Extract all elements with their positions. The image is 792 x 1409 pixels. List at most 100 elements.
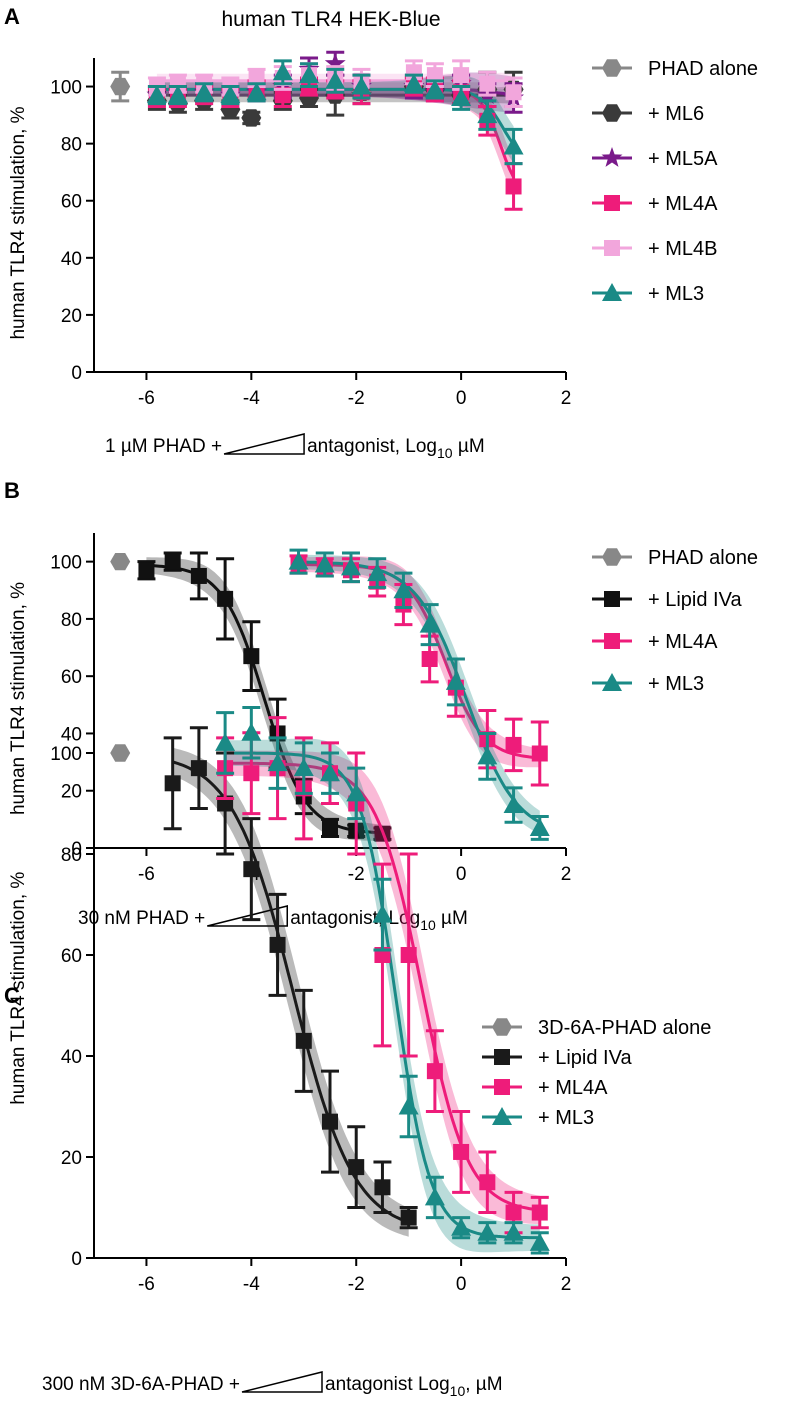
x-axis-label: 300 nM 3D-6A-PHAD +: [42, 1374, 240, 1395]
y-tick-label: 100: [50, 78, 82, 99]
y-tick-label: 0: [71, 363, 82, 384]
data-point: [267, 753, 288, 772]
data-point: [529, 817, 550, 836]
chart-title: human TLR4 HEK-Blue: [221, 8, 440, 31]
data-point: [246, 82, 267, 101]
data-point: [295, 1032, 312, 1049]
legend-label: + ML3: [648, 283, 704, 305]
series-group: [288, 548, 550, 841]
legend-marker: [602, 548, 622, 566]
x-label-subscript: 10: [420, 917, 436, 933]
legend-label: + ML4A: [648, 193, 718, 215]
y-tick-label: 40: [61, 724, 82, 745]
legend-marker: [492, 1107, 512, 1125]
y-tick-label: 80: [61, 610, 82, 631]
data-point: [453, 67, 470, 84]
data-point: [146, 85, 167, 104]
legend-marker: [604, 591, 620, 607]
data-point: [190, 567, 207, 584]
x-tick-label: -2: [348, 864, 365, 885]
x-tick-label: 2: [561, 864, 572, 885]
data-point: [477, 746, 498, 765]
legend-item: + ML4B: [592, 238, 717, 260]
y-tick-label: 60: [61, 667, 82, 688]
gradient-wedge-icon: [241, 1371, 323, 1393]
data-point: [424, 79, 445, 98]
data-point: [451, 1217, 472, 1236]
legend-item: + ML4A: [482, 1077, 608, 1099]
legend-item: + ML5A: [592, 147, 718, 170]
data-point: [322, 819, 338, 836]
legend-marker: [492, 1018, 512, 1036]
data-point: [503, 1222, 524, 1241]
data-point: [320, 763, 340, 782]
legend-label: PHAD alone: [648, 547, 758, 569]
data-point: [477, 105, 498, 124]
x-tick-label: 2: [561, 388, 572, 409]
legend-label: + ML5A: [648, 148, 718, 170]
data-point: [241, 722, 262, 741]
legend-item: + ML3: [592, 283, 704, 305]
legend-item: PHAD alone: [592, 547, 758, 569]
data-point: [479, 75, 496, 92]
panel-letter: C: [4, 983, 20, 1008]
x-label-suffix: antagonist, Log: [290, 908, 420, 929]
data-point: [505, 736, 522, 753]
confidence-band: [172, 747, 409, 1237]
legend-marker: [601, 147, 623, 167]
data-point: [194, 82, 215, 101]
data-point: [445, 671, 466, 690]
panel-letter: B: [4, 478, 20, 503]
confidence-band: [225, 750, 540, 1225]
legend-item: PHAD alone: [592, 58, 758, 80]
y-tick-label: 20: [61, 782, 82, 803]
data-point: [248, 69, 265, 86]
legend-item: + ML3: [592, 673, 704, 695]
y-tick-label: 100: [50, 744, 82, 765]
data-point: [293, 758, 314, 777]
data-point: [398, 1096, 419, 1115]
legend-marker: [604, 240, 620, 256]
data-point: [215, 732, 236, 751]
x-label-prefix: 30 nM PHAD +: [78, 908, 205, 929]
x-axis-label: 1 µM PHAD +: [105, 436, 222, 457]
data-point: [288, 551, 309, 570]
data-point: [110, 553, 131, 571]
data-point: [479, 1174, 496, 1191]
data-point: [421, 651, 438, 667]
x-tick-label: 2: [561, 1274, 572, 1295]
y-tick-label: 60: [61, 946, 82, 967]
y-tick-label: 20: [61, 306, 82, 327]
fit-curve: [298, 563, 540, 760]
x-tick-label: -6: [138, 1274, 155, 1295]
legend-label: PHAD alone: [648, 58, 758, 80]
legend-label: + ML6: [648, 103, 704, 125]
data-point: [164, 553, 181, 570]
fit-curve: [298, 560, 541, 824]
data-point: [190, 760, 207, 777]
x-label-unit: µM: [436, 908, 468, 929]
data-point: [403, 73, 424, 92]
legend-label: + ML3: [538, 1107, 594, 1129]
y-tick-label: 60: [61, 192, 82, 213]
data-point: [346, 783, 367, 802]
data-point: [243, 861, 260, 878]
gradient-wedge-icon: [223, 433, 305, 455]
legend-label: + Lipid IVa: [648, 589, 742, 611]
data-point: [393, 580, 414, 599]
data-point: [529, 1232, 550, 1251]
data-point: [426, 67, 443, 84]
x-label-prefix: 300 nM 3D-6A-PHAD +: [42, 1374, 240, 1395]
x-tick-label: -6: [138, 864, 155, 885]
data-point: [164, 775, 181, 792]
confidence-band: [156, 75, 514, 163]
data-point: [324, 52, 346, 73]
x-label-unit: , µM: [465, 1374, 502, 1395]
y-tick-label: 0: [71, 839, 82, 860]
data-point: [351, 76, 372, 95]
data-point: [453, 1143, 470, 1160]
legend-item: + ML4A: [592, 631, 718, 653]
